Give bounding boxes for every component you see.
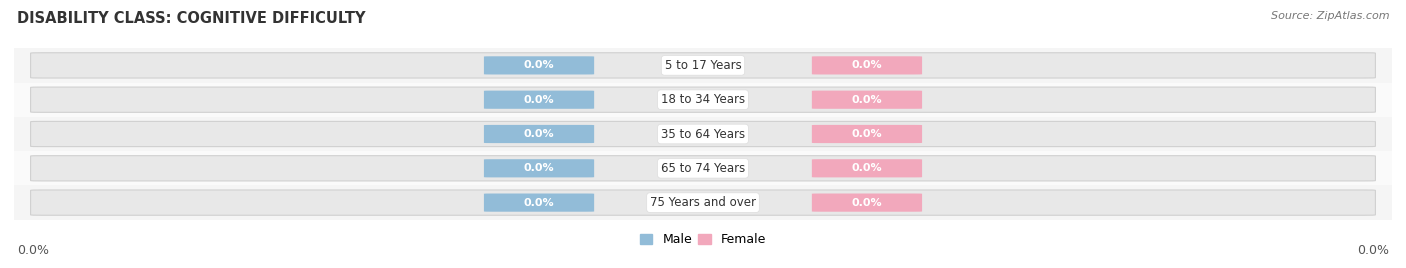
Bar — [14, 151, 1392, 185]
Text: DISABILITY CLASS: COGNITIVE DIFFICULTY: DISABILITY CLASS: COGNITIVE DIFFICULTY — [17, 11, 366, 26]
FancyBboxPatch shape — [31, 156, 1375, 181]
Text: 5 to 17 Years: 5 to 17 Years — [665, 59, 741, 72]
Text: 0.0%: 0.0% — [852, 129, 883, 139]
Text: 0.0%: 0.0% — [523, 163, 554, 173]
Text: Source: ZipAtlas.com: Source: ZipAtlas.com — [1271, 11, 1389, 21]
Text: 0.0%: 0.0% — [523, 60, 554, 70]
FancyBboxPatch shape — [31, 87, 1375, 112]
FancyBboxPatch shape — [484, 159, 595, 177]
FancyBboxPatch shape — [811, 125, 922, 143]
Text: 35 to 64 Years: 35 to 64 Years — [661, 128, 745, 140]
Text: 0.0%: 0.0% — [852, 198, 883, 208]
FancyBboxPatch shape — [31, 121, 1375, 147]
Bar — [14, 117, 1392, 151]
FancyBboxPatch shape — [31, 190, 1375, 215]
Text: 0.0%: 0.0% — [523, 129, 554, 139]
FancyBboxPatch shape — [484, 125, 595, 143]
FancyBboxPatch shape — [484, 91, 595, 109]
FancyBboxPatch shape — [811, 193, 922, 212]
Bar — [14, 48, 1392, 83]
Text: 0.0%: 0.0% — [852, 163, 883, 173]
Bar — [14, 83, 1392, 117]
FancyBboxPatch shape — [811, 56, 922, 75]
Text: 0.0%: 0.0% — [523, 95, 554, 105]
Text: 0.0%: 0.0% — [523, 198, 554, 208]
Bar — [14, 185, 1392, 220]
Text: 0.0%: 0.0% — [852, 60, 883, 70]
FancyBboxPatch shape — [484, 56, 595, 75]
Text: 75 Years and over: 75 Years and over — [650, 196, 756, 209]
Text: 65 to 74 Years: 65 to 74 Years — [661, 162, 745, 175]
Text: 18 to 34 Years: 18 to 34 Years — [661, 93, 745, 106]
FancyBboxPatch shape — [31, 53, 1375, 78]
Text: 0.0%: 0.0% — [17, 244, 49, 257]
FancyBboxPatch shape — [484, 193, 595, 212]
Text: 0.0%: 0.0% — [1357, 244, 1389, 257]
FancyBboxPatch shape — [811, 159, 922, 177]
Text: 0.0%: 0.0% — [852, 95, 883, 105]
Legend: Male, Female: Male, Female — [636, 228, 770, 251]
FancyBboxPatch shape — [811, 91, 922, 109]
